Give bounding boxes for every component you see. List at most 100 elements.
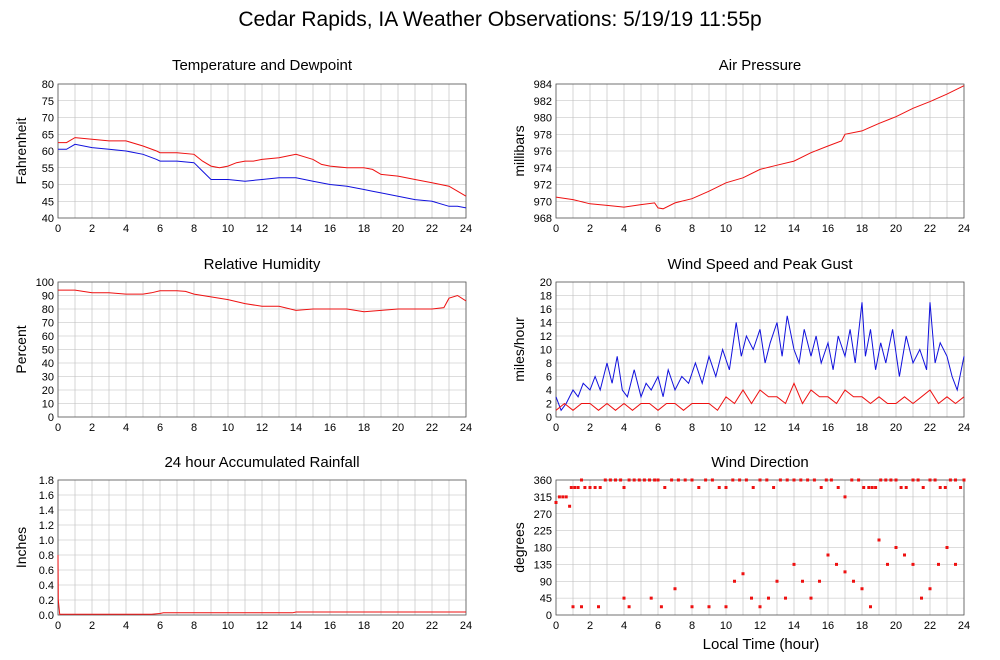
chart-panel-2: Air Pressure millibars 968 970 972 974 976 978 9… [511,57,970,235]
data-point [564,495,568,499]
x-tick-label: 18 [856,422,868,434]
y-tick-label: 16 [540,304,552,316]
x-tick-label: 0 [553,223,559,235]
chart-panel-5: 24 hour Accumulated Rainfall Inches 0.0 0.2… [13,454,472,632]
series-line-red [58,289,467,313]
series-line-blue [555,302,965,412]
y-tick-label: 80 [42,79,54,91]
y-tick-label: 18 [540,291,552,303]
y-tick-label: 2 [546,399,552,411]
plot-frame [57,479,467,616]
y-tick-label: 6 [546,372,552,384]
y-tick-label: 225 [534,526,552,538]
y-tick-label: 50 [42,180,54,192]
y-tick-label: 984 [534,79,552,91]
y-tick-label: 20 [540,277,552,289]
chart-title: Air Pressure [719,57,802,74]
x-tick-label: 6 [157,620,163,632]
data-point [884,478,888,482]
series-line-red [57,554,466,615]
y-tick-label: 10 [42,399,54,411]
data-point [836,486,840,489]
data-point [870,486,874,489]
y-tick-label: 4 [546,385,552,397]
data-point [648,478,651,482]
y-tick-label: 60 [42,146,54,158]
plot-frame [57,281,467,418]
x-tick-label: 14 [788,620,800,632]
data-point [649,596,653,600]
x-axis-label: Local Time (hour) [702,636,820,653]
y-tick-label: 1.6 [39,490,54,502]
data-point [785,478,789,482]
x-tick-label: 22 [426,620,438,632]
y-tick-label: 70 [42,113,54,125]
data-point [886,562,889,566]
data-point [568,504,572,508]
y-tick-label: 976 [534,146,552,158]
x-tick-label: 24 [958,223,970,235]
data-point [879,478,883,482]
series-line-red [555,85,965,210]
data-point [772,486,776,489]
x-tick-label: 4 [123,223,129,235]
y-tick-label: 1.8 [39,475,54,487]
data-point [717,486,721,489]
data-point [903,553,906,557]
y-tick-label: 0.2 [39,595,54,607]
x-tick-label: 10 [222,620,234,632]
y-tick-label: 974 [534,163,552,175]
data-point [724,486,728,489]
data-point [835,562,838,566]
x-tick-label: 22 [924,223,936,235]
data-point [775,579,779,583]
y-axis-label: Inches [13,527,29,568]
data-point [928,478,932,482]
data-point [738,478,742,482]
data-point [653,478,657,482]
data-point [597,605,600,609]
data-point [656,478,660,482]
data-point [576,486,580,489]
y-tick-label: 1.2 [39,520,54,532]
chart-title: 24 hour Accumulated Rainfall [164,454,359,471]
y-tick-label: 982 [534,96,552,108]
y-tick-label: 0.8 [39,550,54,562]
y-tick-label: 978 [534,129,552,141]
data-point [812,478,816,482]
x-tick-label: 0 [55,620,61,632]
x-tick-label: 0 [55,422,61,434]
x-tick-label: 16 [324,422,336,434]
x-tick-label: 6 [655,223,661,235]
y-axis-label: miles/hour [511,317,527,382]
x-tick-label: 10 [222,223,234,235]
x-tick-label: 22 [426,422,438,434]
data-point [573,486,577,489]
data-point [959,486,963,489]
data-point [690,605,694,609]
x-tick-label: 8 [689,620,695,632]
data-point [741,572,745,576]
data-point [933,478,937,482]
y-tick-label: 315 [534,492,552,504]
y-tick-label: 10 [540,345,552,357]
x-tick-label: 8 [689,422,695,434]
data-point [683,478,687,482]
data-point [799,478,803,482]
data-point [869,605,872,609]
data-point [778,478,782,482]
data-point [659,605,663,609]
y-tick-label: 20 [42,385,54,397]
plot-frame [555,83,965,219]
data-point [801,579,804,583]
data-point [731,478,735,482]
y-tick-label: 40 [42,358,54,370]
x-tick-label: 2 [89,422,95,434]
data-point [710,478,714,482]
x-tick-label: 2 [587,620,593,632]
x-tick-label: 18 [358,223,370,235]
x-tick-label: 8 [191,422,197,434]
data-point [945,546,949,549]
data-point [632,478,636,482]
data-point [920,596,923,600]
